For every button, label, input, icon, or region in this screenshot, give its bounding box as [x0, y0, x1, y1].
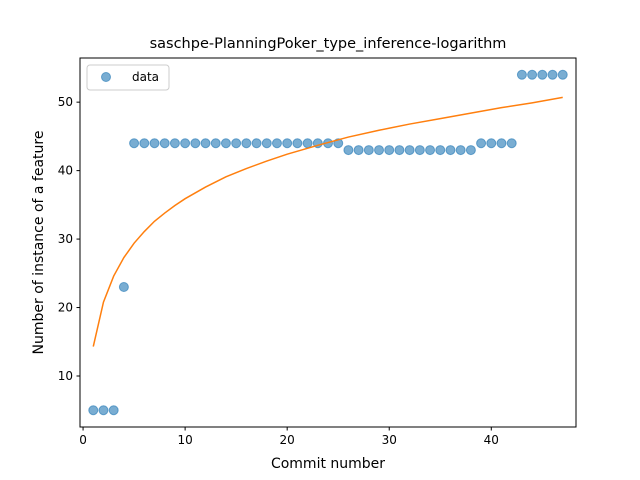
- data-point: [455, 145, 466, 156]
- legend: data: [86, 64, 170, 91]
- data-point: [353, 145, 364, 156]
- data-point: [180, 138, 191, 149]
- x-axis-label: Commit number: [271, 456, 385, 472]
- data-point: [169, 138, 180, 149]
- y-axis: 10 20 30 40 50: [58, 95, 80, 383]
- plot-area: [88, 69, 568, 416]
- data-point: [557, 69, 568, 80]
- data-point: [547, 69, 558, 80]
- data-point: [129, 138, 140, 149]
- y-tick-label: 20: [58, 301, 73, 315]
- data-point: [200, 138, 211, 149]
- data-point: [425, 145, 436, 156]
- x-axis: 0 10 20 30 40: [79, 427, 499, 447]
- data-point: [394, 145, 405, 156]
- data-point: [374, 145, 385, 156]
- data-point: [476, 138, 487, 149]
- data-point: [527, 69, 538, 80]
- legend-label-data: data: [132, 70, 159, 84]
- data-point: [149, 138, 160, 149]
- data-point: [139, 138, 150, 149]
- data-point: [465, 145, 476, 156]
- x-tick-label: 30: [382, 433, 397, 447]
- fit-line: [92, 96, 563, 347]
- legend-marker-data: [101, 72, 111, 82]
- data-point: [506, 138, 517, 149]
- axes-frame: [79, 57, 577, 428]
- data-point: [241, 138, 252, 149]
- data-point: [220, 138, 231, 149]
- x-tick-label: 10: [177, 433, 192, 447]
- data-point: [108, 405, 119, 416]
- y-tick-label: 50: [58, 95, 73, 109]
- y-tick-label: 30: [58, 232, 73, 246]
- data-point: [537, 69, 548, 80]
- x-tick-label: 40: [484, 433, 499, 447]
- data-point: [190, 138, 201, 149]
- legend-box: [86, 64, 170, 91]
- data-point: [98, 405, 109, 416]
- y-tick-label: 10: [58, 369, 73, 383]
- data-point: [445, 145, 456, 156]
- data-point: [210, 138, 221, 149]
- x-tick-label: 0: [79, 433, 87, 447]
- x-tick-label: 20: [280, 433, 295, 447]
- data-point: [292, 138, 303, 149]
- chart-title: saschpe-PlanningPoker_type_inference-log…: [150, 36, 507, 52]
- data-point: [251, 138, 262, 149]
- data-point: [261, 138, 272, 149]
- data-point: [384, 145, 395, 156]
- data-point: [159, 138, 170, 149]
- y-tick-label: 40: [58, 164, 73, 178]
- data-point: [343, 145, 354, 156]
- data-point: [363, 145, 374, 156]
- data-point: [231, 138, 242, 149]
- data-point: [282, 138, 293, 149]
- data-point: [118, 282, 129, 292]
- data-point: [414, 145, 425, 156]
- data-point: [516, 69, 527, 80]
- y-axis-label: Number of instance of a feature: [31, 131, 47, 355]
- data-point: [88, 405, 99, 416]
- data-point: [435, 145, 446, 156]
- data-point: [486, 138, 497, 149]
- data-point: [271, 138, 282, 149]
- data-point: [404, 145, 415, 156]
- data-point: [302, 138, 313, 149]
- data-point: [496, 138, 507, 149]
